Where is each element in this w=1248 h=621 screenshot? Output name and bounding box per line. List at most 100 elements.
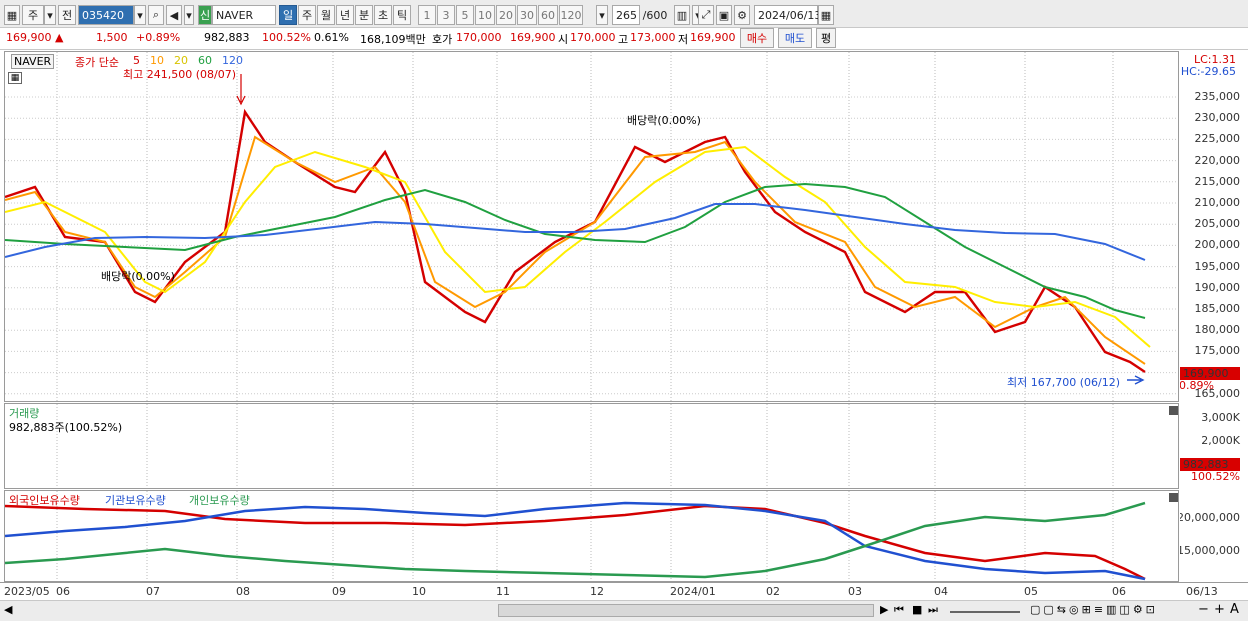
interval-tab[interactable]: 3 <box>437 5 455 25</box>
code-input[interactable]: 035420 <box>78 5 134 25</box>
zoom-slider[interactable] <box>950 603 1020 613</box>
scroll-bar[interactable]: ◀ ▶ ⏮ ■ ⏭ ▢▢⇆◎⊞≡▥◫⚙⊡ − + A <box>0 600 1248 621</box>
holder-panel[interactable]: 외국인보유수량 기관보유수량 개인보유수량 <box>4 490 1179 582</box>
speaker-icon[interactable]: ◀ <box>166 5 182 25</box>
period-tab[interactable]: 일 <box>279 5 297 25</box>
text-tool-icon[interactable]: A <box>1230 602 1239 617</box>
volume-value: 982,883주(100.52%) <box>9 421 123 434</box>
low-label: 저 <box>678 33 689 46</box>
stock-name-field[interactable]: NAVER <box>212 5 276 25</box>
holder-axis: 20,000,000 15,000,000 <box>1180 490 1244 582</box>
interval-tab[interactable]: 10 <box>475 5 495 25</box>
mode-select[interactable]: 주 <box>22 5 44 25</box>
chevron-down-icon[interactable]: ▾ <box>596 5 608 25</box>
quote-bar: 169,900 ▲ 1,500 +0.89% 982,883 100.52% 0… <box>0 28 1248 50</box>
high-label: 고 <box>618 33 629 46</box>
ask-price-2: 169,900 <box>510 31 556 44</box>
date-tick: 06 <box>1112 585 1126 598</box>
ma-line <box>5 203 1146 261</box>
interval-tab[interactable]: 20 <box>496 5 516 25</box>
price-tick: 215,000 <box>1194 174 1241 188</box>
price-tick: 225,000 <box>1194 132 1241 146</box>
price-tick: 165,000 <box>1194 386 1241 400</box>
ma-legend-item[interactable]: 5 <box>133 54 140 67</box>
gear-icon[interactable]: ⚙ <box>734 5 750 25</box>
tool-icons[interactable]: ▢▢⇆◎⊞≡▥◫⚙⊡ <box>1030 603 1158 616</box>
interval-tab[interactable]: 120 <box>559 5 583 25</box>
last-price-tag: 169,900 <box>1180 367 1240 380</box>
volume-axis: 3,000K 2,000K 982,883 100.52% <box>1180 403 1244 489</box>
period-tab[interactable]: 초 <box>374 5 392 25</box>
calendar-icon[interactable]: ▦ <box>818 5 834 25</box>
date-tick: 06 <box>56 585 70 598</box>
volume-title: 거래량 <box>9 407 40 420</box>
zoom-out-icon[interactable]: − <box>1198 602 1209 617</box>
date-tick: 2024/01 <box>670 585 716 598</box>
price-tick: 185,000 <box>1194 302 1241 315</box>
ma-legend-item[interactable]: 20 <box>174 54 188 67</box>
grid-icon[interactable]: ▥ <box>674 5 690 25</box>
date-tick: 09 <box>332 585 346 598</box>
buy-button[interactable]: 매수 <box>740 28 774 48</box>
scroll-right-icon[interactable]: ▶ <box>880 603 889 616</box>
turnover-rate: 0.61% <box>314 31 349 44</box>
high-arrow <box>236 74 246 106</box>
date-tick: 05 <box>1024 585 1038 598</box>
chevron-down-icon[interactable]: ▾ <box>184 5 194 25</box>
date-input[interactable]: 2024/06/13 <box>754 5 821 25</box>
interval-tab[interactable]: 60 <box>538 5 558 25</box>
interval-tab[interactable]: 30 <box>517 5 537 25</box>
holder-legend-item[interactable]: 외국인보유수량 <box>9 494 80 507</box>
search-icon[interactable]: ⌕ <box>148 5 164 25</box>
ma-line <box>5 108 1146 373</box>
date-tick: 11 <box>496 585 510 598</box>
eval-button[interactable]: 평 <box>816 28 836 48</box>
chevron-down-icon[interactable]: ▾ <box>44 5 56 25</box>
price-chart-svg <box>5 52 1178 401</box>
grid-icon[interactable]: ▦ <box>8 72 22 84</box>
holder-tick: 20,000,000 <box>1180 511 1240 524</box>
stock-label[interactable]: NAVER <box>11 54 55 69</box>
next-page-icon[interactable]: ⏭ <box>928 603 938 616</box>
interval-tab[interactable]: 1 <box>418 5 436 25</box>
interval-tab[interactable]: 5 <box>456 5 474 25</box>
period-tab[interactable]: 월 <box>317 5 335 25</box>
dividend-annotation: 배당락(0.00%) <box>101 270 175 283</box>
scroll-thumb[interactable] <box>498 604 874 617</box>
volume-pct: 100.52% <box>262 31 311 44</box>
period-tab[interactable]: 년 <box>336 5 354 25</box>
ma-line <box>5 145 1151 348</box>
stop-icon[interactable]: ■ <box>912 603 923 616</box>
period-tab[interactable]: 주 <box>298 5 316 25</box>
open-label: 시 <box>558 33 569 46</box>
first-page-icon[interactable]: ⏮ <box>894 603 904 616</box>
price-tick: 200,000 <box>1194 238 1241 252</box>
dividend-annotation: 배당락(0.00%) <box>627 114 701 127</box>
ma-legend-item[interactable]: 120 <box>222 54 243 67</box>
period-tab[interactable]: 틱 <box>393 5 411 25</box>
holder-legend-item[interactable]: 기관보유수량 <box>105 494 166 507</box>
price-chart-panel[interactable]: NAVER 종가 단순 5 10 20 60 120 ▦ 최고 241,500 (08/… <box>4 51 1179 402</box>
hc-value: HC:-29.65 <box>1180 65 1236 78</box>
count-input[interactable]: 265 <box>612 5 640 25</box>
ma-legend-item[interactable]: 60 <box>198 54 212 67</box>
holder-legend-item[interactable]: 개인보유수량 <box>189 494 250 507</box>
scroll-left-icon[interactable]: ◀ <box>4 603 13 616</box>
crosshair-icon[interactable]: ⤢ <box>698 5 714 25</box>
ma-legend-item[interactable]: 10 <box>150 54 164 67</box>
panel-close-icon[interactable] <box>1169 406 1178 415</box>
period-tab[interactable]: 분 <box>355 5 373 25</box>
chart-icon[interactable]: ▦ <box>4 5 20 25</box>
save-icon[interactable]: ▣ <box>716 5 732 25</box>
volume-panel[interactable]: 거래량 982,883주(100.52%) <box>4 403 1179 489</box>
sell-button[interactable]: 매도 <box>778 28 812 48</box>
holder-line <box>5 501 1146 579</box>
volume-last-pct: 100.52% <box>1191 470 1240 483</box>
type-select[interactable]: 전 <box>58 5 76 25</box>
price-change-pct: +0.89% <box>136 31 181 44</box>
zoom-in-icon[interactable]: + <box>1214 602 1225 617</box>
holder-tick: 15,000,000 <box>1180 544 1240 557</box>
ma-line <box>5 182 1146 319</box>
chevron-down-icon[interactable]: ▾ <box>134 5 146 25</box>
panel-close-icon[interactable] <box>1169 493 1178 502</box>
